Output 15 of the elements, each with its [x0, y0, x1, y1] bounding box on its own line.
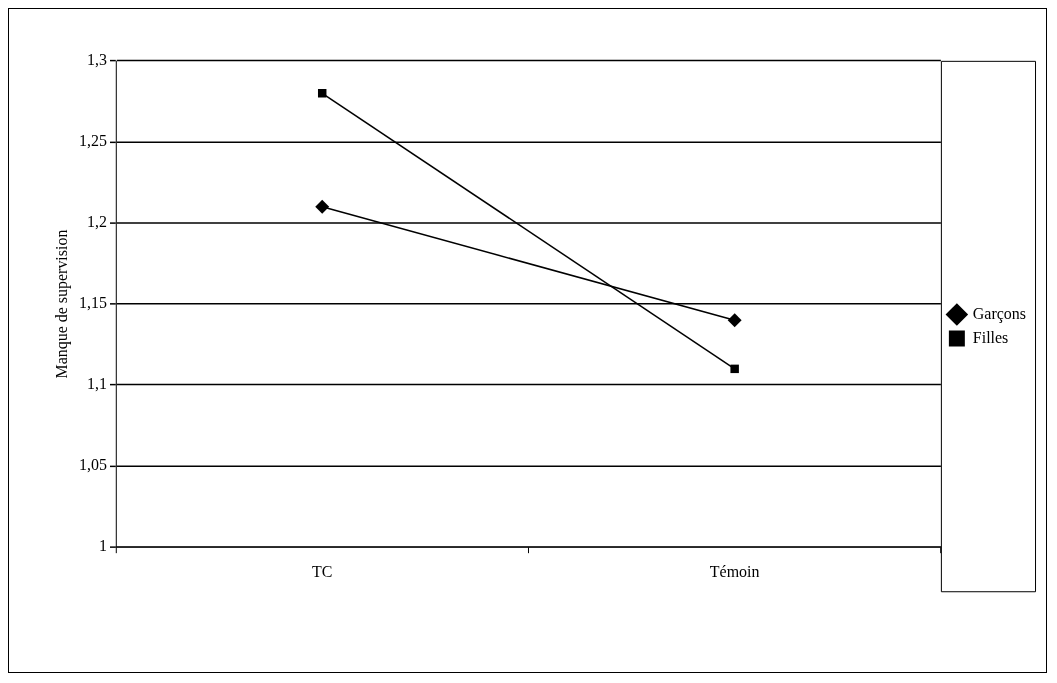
y-tick-label: 1,15 [79, 294, 108, 312]
y-tick-label: 1,2 [87, 213, 108, 231]
y-tick-label: 1,3 [87, 51, 108, 69]
y-tick-label: 1,1 [87, 375, 108, 393]
point [730, 364, 739, 374]
y-axis-title: Manque de supervision [52, 229, 71, 379]
x-tick-label: TC [312, 562, 333, 580]
point [727, 313, 742, 328]
y-tick-label: 1,05 [79, 456, 108, 474]
x-tick-label: Témoin [709, 562, 760, 580]
y-tick-label: 1,25 [79, 132, 108, 150]
legend-label: Filles [972, 328, 1009, 346]
point [315, 199, 330, 214]
y-tick-label: 1 [99, 537, 108, 555]
legend-label: Garçons [972, 304, 1027, 323]
